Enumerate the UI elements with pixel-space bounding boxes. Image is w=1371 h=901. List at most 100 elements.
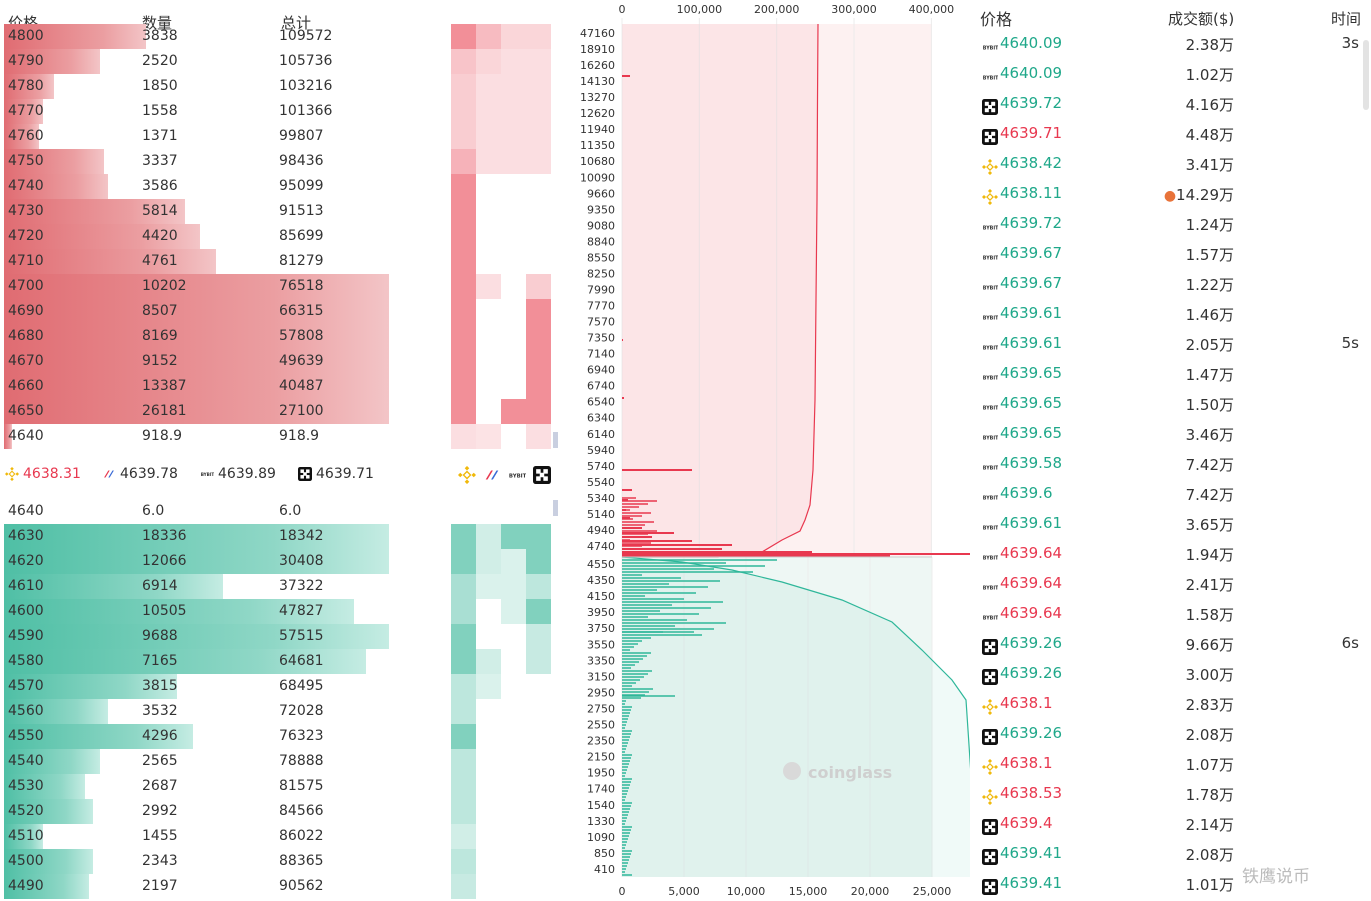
watermark: 铁鹰说币: [1242, 867, 1310, 887]
trade-row[interactable]: 4638.1 1.07万: [972, 749, 1371, 779]
row-total: 95099: [279, 178, 324, 194]
ask-row[interactable]: 4650 26181 27100: [0, 399, 600, 424]
ask-row[interactable]: 4660 13387 40487: [0, 374, 600, 399]
trade-row[interactable]: BYBIT 4639.61 3.65万: [972, 509, 1371, 539]
trade-row[interactable]: 4638.11 ●14.29万: [972, 179, 1371, 209]
y-tick-bid: 3750: [587, 622, 615, 635]
bid-row[interactable]: 4560 3532 72028: [0, 699, 600, 724]
ask-row[interactable]: 4680 8169 57808: [0, 324, 600, 349]
bid-row[interactable]: 4600 10505 47827: [0, 599, 600, 624]
trade-row[interactable]: 4639.4 2.14万: [972, 809, 1371, 839]
y-tick-bid: 2750: [587, 702, 615, 715]
row-total: 101366: [279, 103, 333, 119]
bid-row[interactable]: 4490 2197 90562: [0, 874, 600, 899]
ask-row[interactable]: 4710 4761 81279: [0, 249, 600, 274]
trade-amount-value: 2.41万: [1185, 576, 1234, 594]
bid-row[interactable]: 4520 2992 84566: [0, 799, 600, 824]
trade-row[interactable]: 4639.41 1.01万: [972, 869, 1371, 899]
trade-row[interactable]: BYBIT 4639.65 3.46万: [972, 419, 1371, 449]
okx-icon: [982, 878, 998, 895]
bybit-icon: BYBIT: [983, 555, 998, 561]
bid-row[interactable]: 4640 6.0 6.0: [0, 499, 600, 524]
bid-row[interactable]: 4540 2565 78888: [0, 749, 600, 774]
exchange-depth-cell: [451, 374, 476, 399]
exchange-price-value: 4638.31: [23, 466, 81, 482]
ask-row[interactable]: 4750 3337 98436: [0, 149, 600, 174]
okx-icon-wrap: [982, 817, 998, 835]
x-top-tick: 0: [619, 3, 626, 16]
bid-row[interactable]: 4610 6914 37322: [0, 574, 600, 599]
trade-amount-value: 1.57万: [1185, 246, 1234, 264]
trade-row[interactable]: BYBIT 4639.65 1.50万: [972, 389, 1371, 419]
exchange-depth-cell: [501, 99, 526, 124]
ask-depth-bar: [4, 24, 146, 49]
trade-row[interactable]: BYBIT 4639.61 1.46万: [972, 299, 1371, 329]
ask-row[interactable]: 4800 3838 109572: [0, 24, 600, 49]
trade-row[interactable]: BYBIT 4639.64 1.94万: [972, 539, 1371, 569]
exchange-depth-cell: [476, 124, 501, 149]
bid-row[interactable]: 4510 1455 86022: [0, 824, 600, 849]
svg-text:BYBIT: BYBIT: [983, 405, 998, 411]
trade-amount-value: 1.22万: [1185, 276, 1234, 294]
bid-row[interactable]: 4580 7165 64681: [0, 649, 600, 674]
x-bottom-tick: 15,000: [789, 885, 828, 898]
trade-row[interactable]: BYBIT 4639.64 2.41万: [972, 569, 1371, 599]
trade-row[interactable]: BYBIT 4639.64 1.58万: [972, 599, 1371, 629]
trade-row[interactable]: BYBIT 4639.61 2.05万 5s: [972, 329, 1371, 359]
trade-row[interactable]: 4638.53 1.78万: [972, 779, 1371, 809]
trade-row[interactable]: 4639.41 2.08万: [972, 839, 1371, 869]
bid-row[interactable]: 4630 18336 18342: [0, 524, 600, 549]
trade-row[interactable]: BYBIT 4639.65 1.47万: [972, 359, 1371, 389]
ask-row[interactable]: 4690 8507 66315: [0, 299, 600, 324]
bid-row[interactable]: 4620 12066 30408: [0, 549, 600, 574]
trade-row[interactable]: BYBIT 4639.67 1.22万: [972, 269, 1371, 299]
ask-row[interactable]: 4770 1558 101366: [0, 99, 600, 124]
trade-row[interactable]: 4639.26 3.00万: [972, 659, 1371, 689]
trade-price: 4639.64: [1000, 604, 1063, 622]
ask-row[interactable]: 4780 1850 103216: [0, 74, 600, 99]
trade-row[interactable]: 4638.42 3.41万: [972, 149, 1371, 179]
trade-row[interactable]: BYBIT 4639.67 1.57万: [972, 239, 1371, 269]
exchange-depth-cell: [451, 349, 476, 374]
okx-icon-wrap: [982, 97, 998, 115]
trade-amount-value: 2.14万: [1185, 816, 1234, 834]
trade-amount: 1.24万: [1186, 214, 1234, 235]
trade-row[interactable]: 4639.26 2.08万: [972, 719, 1371, 749]
trade-row[interactable]: 4639.72 4.16万: [972, 89, 1371, 119]
row-price: 4750: [8, 153, 44, 169]
trade-row[interactable]: BYBIT 4640.09 2.38万 3s: [972, 29, 1371, 59]
ask-row[interactable]: 4670 9152 49639: [0, 349, 600, 374]
ask-row[interactable]: 4740 3586 95099: [0, 174, 600, 199]
trade-price: 4639.6: [1000, 484, 1053, 502]
bid-row[interactable]: 4550 4296 76323: [0, 724, 600, 749]
trade-row[interactable]: BYBIT 4640.09 1.02万: [972, 59, 1371, 89]
ask-row[interactable]: 4720 4420 85699: [0, 224, 600, 249]
bid-row[interactable]: 4500 2343 88365: [0, 849, 600, 874]
trade-row[interactable]: 4638.1 2.83万: [972, 689, 1371, 719]
trade-row[interactable]: BYBIT 4639.72 1.24万: [972, 209, 1371, 239]
ask-row[interactable]: 4730 5814 91513: [0, 199, 600, 224]
bid-row[interactable]: 4530 2687 81575: [0, 774, 600, 799]
exchange-depth-cell: [526, 549, 551, 574]
ask-row[interactable]: 4790 2520 105736: [0, 49, 600, 74]
row-price: 4500: [8, 853, 44, 869]
trade-row[interactable]: 4639.71 4.48万: [972, 119, 1371, 149]
bid-depth-bar: [4, 724, 193, 749]
y-tick-ask: 7570: [587, 316, 615, 329]
trades-scrollbar[interactable]: [1363, 40, 1369, 110]
exchange-price-value: 4639.78: [120, 466, 178, 482]
ask-row[interactable]: 4700 10202 76518: [0, 274, 600, 299]
bid-row[interactable]: 4570 3815 68495: [0, 674, 600, 699]
row-qty: 1455: [142, 828, 178, 844]
trade-row[interactable]: BYBIT 4639.58 7.42万: [972, 449, 1371, 479]
row-total: 66315: [279, 303, 324, 319]
svg-text:BYBIT: BYBIT: [983, 495, 998, 501]
trade-price: 4639.72: [1000, 214, 1063, 232]
ask-row[interactable]: 4640 918.9 918.9: [0, 424, 600, 449]
bid-row[interactable]: 4590 9688 57515: [0, 624, 600, 649]
trade-row[interactable]: BYBIT 4639.6 7.42万: [972, 479, 1371, 509]
ask-row[interactable]: 4760 1371 99807: [0, 124, 600, 149]
bybit-icon: BYBIT: [983, 375, 998, 381]
trade-row[interactable]: 4639.26 9.66万 6s: [972, 629, 1371, 659]
trade-amount-value: 7.42万: [1185, 456, 1234, 474]
